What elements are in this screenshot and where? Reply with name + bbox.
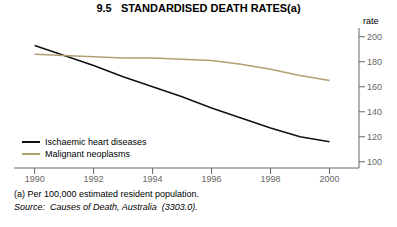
html-text:(a) Per 100,000 estimated resi: (a) Per 100,000 estimated resident popul…: [14, 189, 200, 199]
svg-text:100: 100: [367, 157, 382, 167]
svg-text:180: 180: [367, 57, 382, 67]
svg-text:140: 140: [367, 107, 382, 117]
html-text:Ischaemic heart diseases: Ischaemic heart diseases: [45, 137, 147, 147]
html-text:Source: Causes of Death, Austr: Source: Causes of Death, Australia (3303…: [14, 202, 198, 212]
svg-text:1998: 1998: [261, 174, 281, 184]
svg-text:1994: 1994: [143, 174, 163, 184]
html-text:rate: rate: [363, 16, 379, 26]
svg-text:2000: 2000: [319, 174, 339, 184]
html-text:Malignant neoplasms: Malignant neoplasms: [45, 149, 131, 159]
svg-text:160: 160: [367, 82, 382, 92]
svg-text:200: 200: [367, 32, 382, 42]
html-text:9.5 STANDARDISED DEATH RATES(a: 9.5 STANDARDISED DEATH RATES(a): [96, 2, 301, 14]
svg-text:1990: 1990: [25, 174, 45, 184]
svg-text:1992: 1992: [84, 174, 104, 184]
svg-text:1996: 1996: [202, 174, 222, 184]
svg-text:120: 120: [367, 132, 382, 142]
